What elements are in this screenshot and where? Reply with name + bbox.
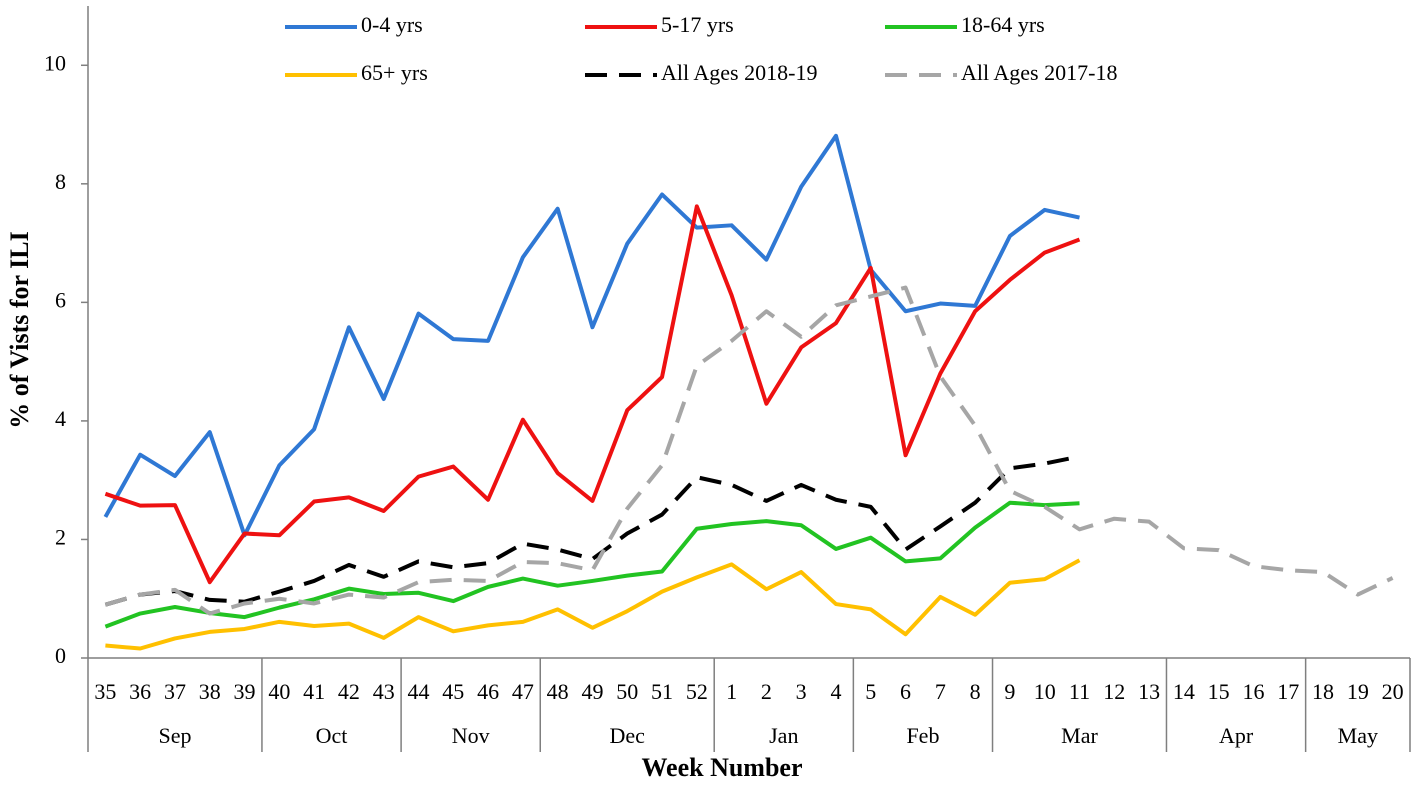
x-tick-label: 38 [199,679,221,704]
x-tick-label: 4 [830,679,841,704]
x-tick-label: 6 [900,679,911,704]
x-tick-label: 20 [1382,679,1404,704]
series-line [103,133,1080,538]
group-label: Apr [1219,723,1254,748]
x-tick-label: 46 [477,679,499,704]
series-line [104,500,1080,629]
legend-label: All Ages 2017-18 [961,60,1117,85]
x-tick-label: 43 [373,679,395,704]
x-tick-label: 47 [512,679,534,704]
group-label: Jan [769,723,798,748]
x-tick-label: 8 [970,679,981,704]
x-tick-label: 52 [686,679,708,704]
legend-label: 18-64 yrs [961,12,1045,37]
group-label: Feb [906,723,939,748]
x-tick-label: 10 [1034,679,1056,704]
series-line [104,285,1394,616]
y-axis-title: % of Vists for ILI [5,231,34,428]
y-tick-label: 10 [44,50,66,75]
x-tick-label: 16 [1242,679,1264,704]
x-tick-label: 40 [268,679,290,704]
group-label: Oct [316,723,348,748]
x-tick-label: 51 [651,679,673,704]
x-tick-label: 44 [408,679,430,704]
group-label: Mar [1061,723,1098,748]
x-tick-label: 12 [1103,679,1125,704]
x-tick-label: 1 [726,679,737,704]
x-tick-label: 35 [94,679,116,704]
x-tick-label: 17 [1277,679,1299,704]
y-tick-label: 0 [55,643,66,668]
legend-label: 65+ yrs [361,60,428,85]
x-tick-label: 5 [865,679,876,704]
x-tick-label: 11 [1069,679,1090,704]
x-tick-label: 36 [129,679,151,704]
x-tick-label: 19 [1347,679,1369,704]
x-tick-label: 37 [164,679,186,704]
group-label: Dec [610,723,646,748]
legend-label: 0-4 yrs [361,12,423,37]
x-tick-label: 13 [1138,679,1160,704]
group-label: May [1338,723,1378,748]
x-tick-label: 2 [761,679,772,704]
x-tick-label: 3 [796,679,807,704]
x-tick-label: 18 [1312,679,1334,704]
x-tick-label: 41 [303,679,325,704]
series-line [105,558,1081,651]
x-tick-label: 45 [442,679,464,704]
series-line [104,454,1080,607]
y-tick-label: 4 [55,406,66,431]
x-tick-label: 42 [338,679,360,704]
y-tick-label: 8 [55,169,66,194]
y-tick-label: 6 [55,287,66,312]
group-label: Sep [158,723,191,748]
series-line [104,204,1081,585]
x-axis-title: Week Number [641,753,802,782]
x-tick-label: 14 [1173,679,1195,704]
group-label: Nov [452,723,490,748]
x-tick-label: 49 [581,679,603,704]
legend-label: 5-17 yrs [661,12,734,37]
x-tick-label: 48 [547,679,569,704]
legend-label: All Ages 2018-19 [661,60,817,85]
x-tick-label: 7 [935,679,946,704]
x-tick-label: 15 [1208,679,1230,704]
x-tick-label: 9 [1004,679,1015,704]
y-tick-label: 2 [55,525,66,550]
x-tick-label: 50 [616,679,638,704]
x-tick-label: 39 [234,679,256,704]
